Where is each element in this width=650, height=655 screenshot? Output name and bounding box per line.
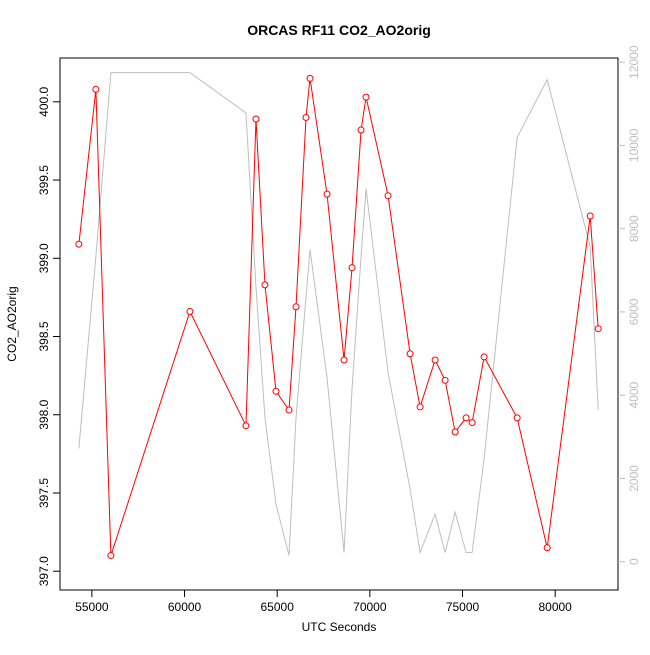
data-point [292,303,300,311]
y-tick-label: 400.0 [37,86,51,116]
data-point [468,419,476,427]
data-point [306,74,314,82]
data-point [462,414,470,422]
y2-tick-label: 4000 [627,382,641,409]
data-point [513,414,521,422]
data-point [186,307,194,315]
x-tick-label: 80000 [538,600,572,614]
plot-frame [59,57,619,591]
data-point [441,376,449,384]
y-tick-label: 397.0 [37,556,51,586]
x-axis-label: UTC Seconds [302,620,377,634]
y2-tick-label: 0 [627,558,641,565]
y2-tick-label: 6000 [627,298,641,325]
data-point [107,552,115,560]
y2-tick-label: 12000 [627,45,641,79]
data-point [92,85,100,93]
data-point [480,353,488,361]
y-tick-label: 397.5 [37,478,51,508]
x-tick-label: 70000 [353,600,387,614]
x-tick-label: 65000 [261,600,295,614]
data-point [416,403,424,411]
data-point [451,428,459,436]
y-axis-label: CO2_AO2orig [5,286,19,361]
data-point [242,422,250,430]
data-point [543,544,551,552]
y-tick-label: 399.0 [37,243,51,273]
data-point [252,115,260,123]
x-tick-label: 75000 [446,600,480,614]
y2-tick-label: 8000 [627,215,641,242]
data-point [362,93,370,101]
data-point [431,356,439,364]
y-tick-label: 399.5 [37,165,51,195]
x-tick-label: 60000 [168,600,202,614]
data-point [406,350,414,358]
data-point [302,113,310,121]
x-tick-label: 55000 [75,600,109,614]
data-point [323,190,331,198]
data-point [285,406,293,414]
y-tick-label: 398.0 [37,399,51,429]
data-point [261,281,269,289]
data-point [384,192,392,200]
series-line [78,78,599,556]
data-point [594,325,602,333]
data-point [272,387,280,395]
chart-title: ORCAS RF11 CO2_AO2orig [247,22,431,38]
data-point [357,126,365,134]
data-point [586,212,594,220]
data-point [348,264,356,272]
y-tick-label: 398.5 [37,321,51,351]
data-point [340,356,348,364]
series-line [78,72,599,556]
y2-tick-label: 2000 [627,465,641,492]
data-point [75,240,83,248]
y2-tick-label: 10000 [627,128,641,162]
